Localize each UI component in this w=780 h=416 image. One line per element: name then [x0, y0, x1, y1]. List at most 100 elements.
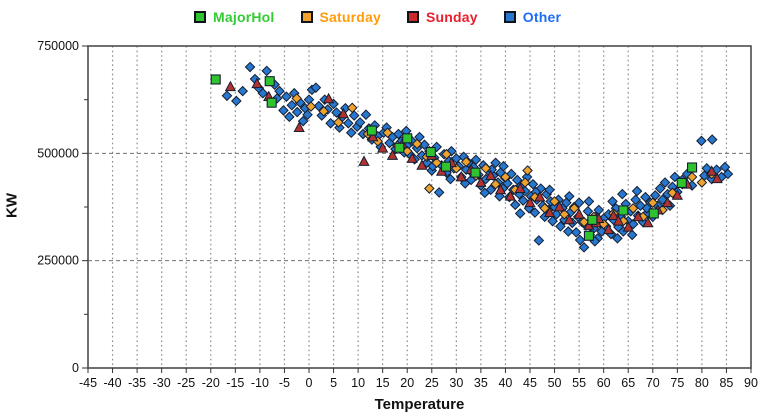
data-point-saturday	[500, 171, 511, 183]
x-tick-label: 70	[646, 376, 660, 390]
data-point-sunday	[358, 155, 370, 166]
data-point-other	[617, 188, 628, 200]
x-tick-label: -10	[251, 376, 269, 390]
data-point-saturday	[568, 202, 580, 214]
x-tick-label: 20	[400, 376, 414, 390]
data-point-other	[433, 187, 445, 198]
data-point-other	[574, 234, 586, 246]
data-point-other	[221, 90, 233, 102]
data-point-saturday	[559, 208, 570, 220]
data-point-saturday	[333, 117, 344, 128]
data-point-saturday	[539, 202, 551, 214]
data-point-other	[313, 100, 325, 112]
data-point-other	[479, 187, 491, 199]
x-tick-label: 85	[719, 376, 733, 390]
data-point-saturday	[647, 197, 659, 209]
x-tick-label: -35	[128, 376, 146, 390]
data-point-sunday	[367, 130, 379, 142]
data-point-other	[630, 194, 641, 206]
x-tick-label: 90	[744, 376, 758, 390]
data-point-sunday	[455, 170, 467, 182]
data-point-other	[302, 109, 313, 121]
data-point-other	[244, 61, 256, 73]
x-tick-label: 55	[572, 376, 586, 390]
data-point-majorhol	[394, 142, 405, 153]
x-tick-label: 10	[351, 376, 365, 390]
data-point-other	[421, 157, 433, 169]
data-point-other	[659, 177, 671, 188]
data-point-other	[583, 196, 595, 207]
data-point-saturday	[424, 183, 435, 194]
data-point-other	[696, 135, 707, 147]
data-point-saturday	[411, 138, 423, 150]
data-point-majorhol	[425, 146, 436, 158]
data-point-saturday	[549, 196, 560, 207]
data-point-majorhol	[470, 167, 481, 178]
data-point-other	[310, 82, 322, 93]
x-tick-label: -5	[279, 376, 290, 390]
data-point-majorhol	[676, 177, 687, 189]
data-point-saturday	[696, 177, 708, 188]
data-point-other	[297, 115, 309, 127]
data-point-sunday	[293, 121, 305, 132]
data-point-sunday	[406, 152, 418, 163]
legend-item-sunday[interactable]: Sunday	[407, 9, 478, 25]
x-tick-label: 35	[474, 376, 488, 390]
data-point-other	[562, 226, 574, 237]
data-point-other	[393, 128, 404, 140]
legend-item-other[interactable]: Other	[503, 9, 562, 25]
data-point-other	[654, 183, 666, 194]
legend-label-sunday: Sunday	[426, 9, 478, 25]
data-point-sunday	[612, 215, 625, 226]
data-point-majorhol	[266, 97, 277, 108]
x-tick-label: -40	[104, 376, 122, 390]
data-point-other	[231, 95, 242, 107]
saturday-swatch-icon	[300, 11, 313, 23]
x-tick-label: 65	[621, 376, 635, 390]
data-point-other	[281, 91, 292, 102]
data-point-saturday	[519, 177, 531, 188]
legend-item-saturday[interactable]: Saturday	[300, 9, 382, 25]
majorhol-swatch-icon	[194, 11, 206, 23]
x-tick-label: 5	[330, 376, 337, 390]
legend-label-majorhol: MajorHol	[213, 9, 275, 25]
data-point-majorhol	[687, 162, 698, 173]
data-point-other	[284, 111, 295, 123]
data-point-saturday	[522, 165, 533, 176]
data-point-other	[490, 157, 501, 169]
data-point-other	[547, 215, 558, 227]
data-point-other	[498, 160, 509, 172]
data-point-other	[626, 229, 638, 241]
sunday-swatch-icon	[407, 11, 420, 23]
data-point-sunday	[671, 189, 683, 200]
data-point-sunday	[323, 92, 335, 104]
data-point-other	[345, 127, 357, 139]
x-tick-label: -45	[79, 376, 97, 390]
legend-item-majorhol[interactable]: MajorHol	[194, 9, 275, 25]
y-axis-title: KW	[3, 193, 21, 218]
data-point-majorhol	[587, 214, 598, 225]
data-point-other	[274, 85, 285, 97]
data-point-sunday	[475, 176, 487, 187]
data-point-sunday	[622, 221, 634, 232]
legend-label-other: Other	[522, 9, 562, 25]
data-point-saturday	[441, 148, 452, 160]
data-point-other	[607, 196, 618, 207]
data-point-other	[551, 208, 562, 220]
data-point-saturday	[318, 105, 330, 117]
x-tick-label: -25	[177, 376, 195, 390]
data-point-other	[334, 122, 345, 133]
data-point-other	[348, 110, 360, 121]
data-point-other	[631, 185, 643, 197]
x-tick-label: 80	[695, 376, 709, 390]
data-point-sunday	[642, 216, 654, 228]
data-point-other	[470, 154, 482, 166]
data-point-sunday	[602, 223, 615, 235]
data-point-other	[286, 99, 298, 111]
x-tick-label: -30	[153, 376, 171, 390]
data-point-other	[570, 227, 582, 238]
data-point-other	[431, 141, 442, 153]
data-point-other	[514, 208, 526, 219]
data-point-sunday	[377, 142, 389, 153]
data-point-other	[445, 173, 456, 185]
